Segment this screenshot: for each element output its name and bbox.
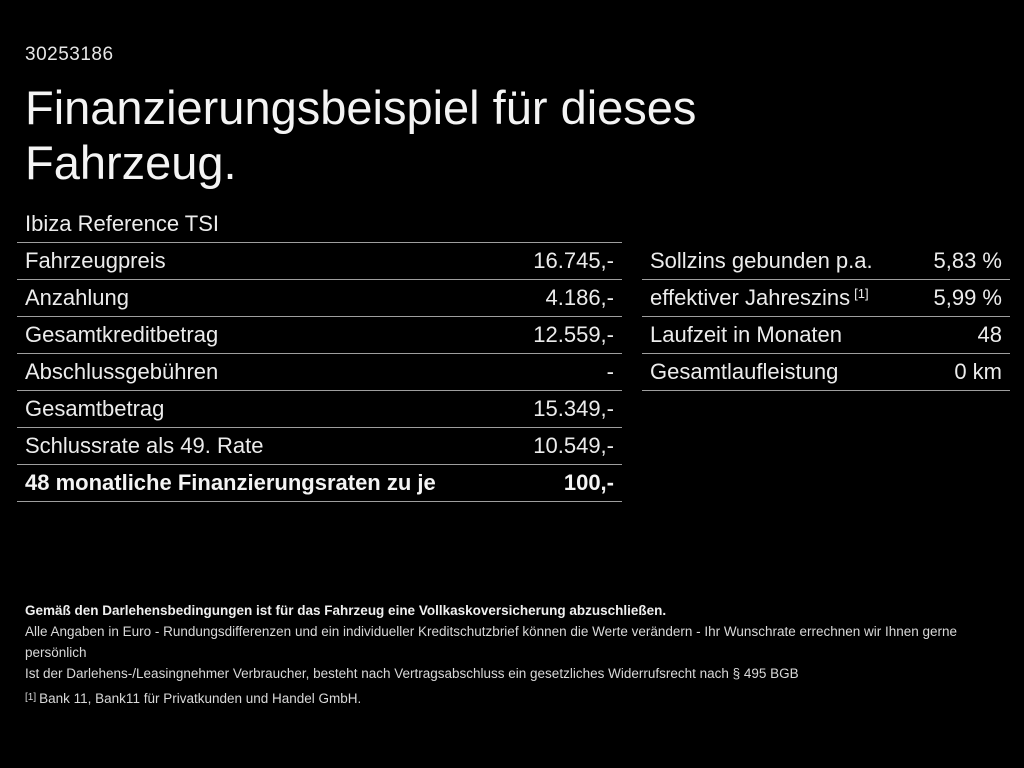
table-row-total-amount: Gesamtbetrag 15.349,-	[17, 391, 622, 428]
vehicle-model-row: Ibiza Reference TSI	[17, 206, 622, 243]
row-label: effektiver Jahreszins	[650, 285, 851, 310]
row-value: 10.549,-	[533, 433, 614, 458]
footnote-bank-text: Bank 11, Bank11 für Privatkunden und Han…	[39, 691, 362, 706]
row-label: Schlussrate als 49. Rate	[25, 433, 264, 458]
row-label: Gesamtkreditbetrag	[25, 322, 219, 347]
row-value: 5,83 %	[933, 248, 1003, 273]
footnote-marker: [1]	[25, 692, 37, 703]
page-title-line2: Fahrzeug.	[25, 136, 237, 189]
table-row-term-months: Laufzeit in Monaten 48	[642, 317, 1010, 354]
row-label: Gesamtlaufleistung	[650, 359, 839, 384]
table-row-down-payment: Anzahlung 4.186,-	[17, 280, 622, 317]
row-value: 15.349,-	[533, 396, 614, 421]
row-label: Abschlussgebühren	[25, 359, 219, 384]
row-value: -	[606, 359, 614, 384]
table-row-closing-fees: Abschlussgebühren -	[17, 354, 622, 391]
row-value: 12.559,-	[533, 322, 614, 347]
table-row-nominal-interest: Sollzins gebunden p.a. 5,83 %	[642, 243, 1010, 280]
row-label: Gesamtbetrag	[25, 396, 165, 421]
footnotes: Gemäß den Darlehensbedingungen ist für d…	[25, 600, 1003, 711]
table-row-monthly-rate: 48 monatliche Finanzierungsraten zu je 1…	[17, 465, 622, 502]
footnote-disclaimer: Alle Angaben in Euro - Rundungsdifferenz…	[25, 624, 958, 660]
table-row-total-credit: Gesamtkreditbetrag 12.559,-	[17, 317, 622, 354]
table-row-total-mileage: Gesamtlaufleistung 0 km	[642, 354, 1010, 391]
table-row-vehicle-price: Fahrzeugpreis 16.745,-	[17, 243, 622, 280]
terms-table: Sollzins gebunden p.a. 5,83 % effektiver…	[642, 243, 1010, 391]
row-value: 0 km	[954, 359, 1002, 384]
row-label: 48 monatliche Finanzierungsraten zu je	[25, 470, 436, 495]
footnote-withdrawal-right: Ist der Darlehens-/Leasingnehmer Verbrau…	[25, 666, 799, 681]
footnote-insurance: Gemäß den Darlehensbedingungen ist für d…	[25, 603, 667, 618]
table-row-final-installment: Schlussrate als 49. Rate 10.549,-	[17, 428, 622, 465]
vehicle-model: Ibiza Reference TSI	[25, 211, 220, 236]
page-title: Finanzierungsbeispiel für dieses Fahrzeu…	[25, 80, 696, 190]
row-value: 5,99 %	[933, 285, 1003, 310]
row-value: 16.745,-	[533, 248, 614, 273]
row-label: Fahrzeugpreis	[25, 248, 166, 273]
row-value: 48	[977, 322, 1002, 347]
table-row-effective-interest: effektiver Jahreszins [1] 5,99 %	[642, 280, 1010, 317]
document-id: 30253186	[25, 44, 114, 65]
row-label: Sollzins gebunden p.a.	[650, 248, 873, 273]
row-label: Laufzeit in Monaten	[650, 322, 843, 347]
footnote-bank: [1] Bank 11, Bank11 für Privatkunden und …	[25, 688, 1003, 711]
page-title-line1: Finanzierungsbeispiel für dieses	[25, 81, 697, 134]
row-label: Anzahlung	[25, 285, 129, 310]
financing-table: Ibiza Reference TSI Fahrzeugpreis 16.745…	[17, 206, 622, 502]
row-value: 4.186,-	[545, 285, 615, 310]
row-footnote-ref: [1]	[854, 286, 869, 301]
row-value: 100,-	[563, 470, 614, 495]
